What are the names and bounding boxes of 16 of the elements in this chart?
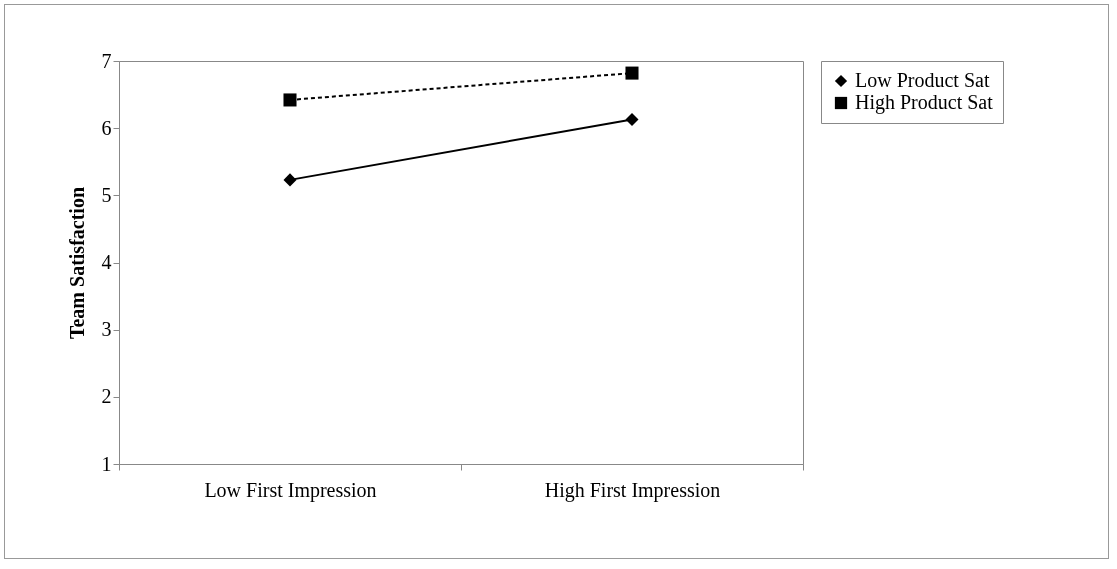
y-tick-label: 6	[101, 116, 112, 139]
x-tick-label: High First Impression	[544, 478, 721, 502]
point	[283, 173, 297, 187]
y-tick-label: 3	[101, 318, 112, 341]
y-tick-label: 4	[101, 251, 112, 273]
y-tick-label: 5	[101, 183, 112, 206]
legend-label: Low Product Sat	[855, 69, 990, 91]
y-axis-title: Team Satisfaction	[65, 186, 88, 340]
y-tick-label: 1	[101, 452, 112, 475]
legend-label: High Product Sat	[855, 91, 994, 114]
point	[625, 66, 639, 80]
point	[283, 93, 297, 107]
y-tick-label: 2	[101, 385, 112, 408]
y-tick-label: 7	[101, 49, 112, 72]
point	[625, 112, 639, 126]
x-tick-label: Low First Impression	[204, 478, 377, 502]
